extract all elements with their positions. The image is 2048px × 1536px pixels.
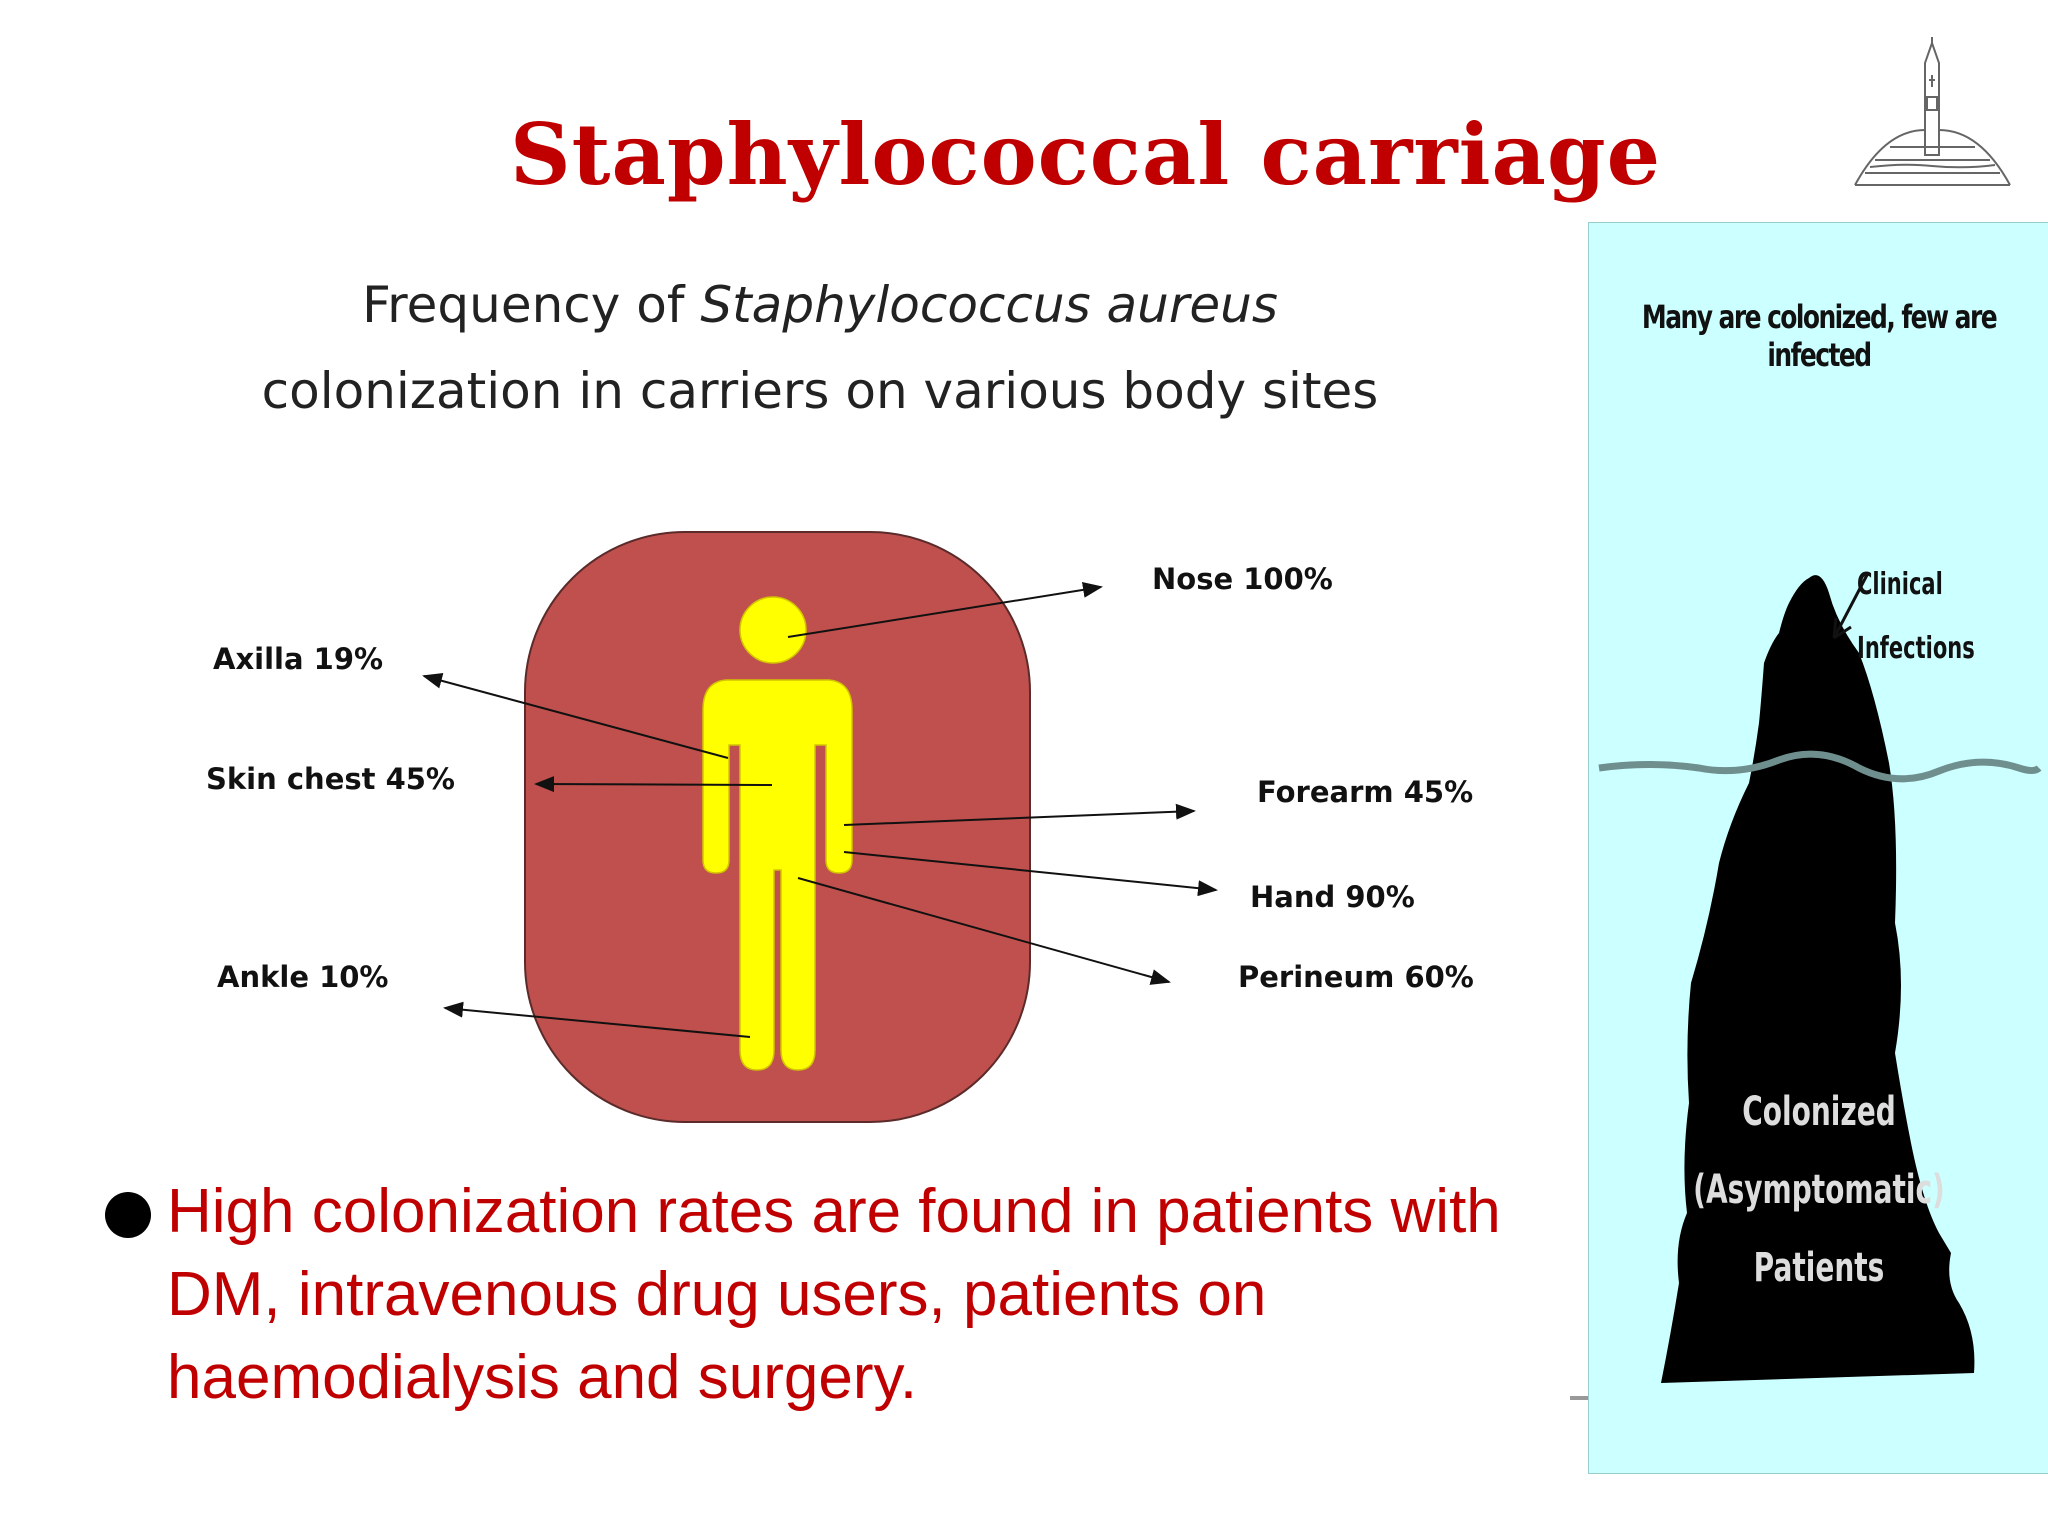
hand-label: Hand 90% <box>1250 880 1415 914</box>
colonized-label-line3: Patients <box>1753 1245 1885 1291</box>
colonized-label-line1: Colonized <box>1742 1089 1896 1135</box>
bullet-text: High colonization rates are found in pat… <box>167 1177 1501 1412</box>
bullet-icon <box>105 1192 151 1238</box>
university-seal-icon <box>1854 37 2011 186</box>
skin-chest-arrow <box>534 776 773 793</box>
figure-title-species: Staphylococcus aureus <box>700 276 1278 334</box>
colonized-label-line2: (Asymptomatic) <box>1693 1167 1945 1213</box>
forearm-arrow <box>843 803 1196 826</box>
iceberg-caption: Many are colonized, few are infected <box>1641 298 1998 374</box>
forearm-label: Forearm 45% <box>1257 775 1474 809</box>
figure-title-line1: Frequency of Staphylococcus aureus <box>220 262 1420 348</box>
clinical-infections-label: Clinical Infections <box>1857 553 1975 681</box>
divider <box>1570 1396 1590 1400</box>
nose-arrow <box>787 581 1103 638</box>
figure-title-line2: colonization in carriers on various body… <box>261 362 1379 420</box>
ankle-arrow <box>443 1001 751 1038</box>
ankle-label: Ankle 10% <box>217 960 389 994</box>
iceberg-icon <box>1661 575 1975 1383</box>
clinical-label-line2: Infections <box>1857 631 1975 666</box>
axilla-arrow <box>422 672 729 759</box>
slide-title: Staphylococcal carriage <box>510 105 1662 204</box>
iceberg-panel: Many are colonized, few are infected Cli… <box>1588 222 2048 1474</box>
perineum-label: Perineum 60% <box>1238 960 1474 994</box>
human-figure-icon <box>702 596 853 1071</box>
figure-title-prefix: Frequency of <box>362 276 701 334</box>
figure-title: Frequency of Staphylococcus aureus colon… <box>220 262 1420 434</box>
hand-arrow <box>843 851 1218 897</box>
water-line <box>1598 750 2042 783</box>
clinical-label-line1: Clinical <box>1857 567 1943 602</box>
perineum-arrow <box>797 877 1171 985</box>
bullet-point: High colonization rates are found in pat… <box>105 1170 1545 1419</box>
nose-label: Nose 100% <box>1152 562 1333 596</box>
skin-chest-label: Skin chest 45% <box>206 762 455 796</box>
clinical-arrow <box>1832 574 1869 640</box>
body-site-diagram: Nose 100% Axilla 19% Skin chest 45% Fore… <box>180 510 1520 1150</box>
colonized-patients-label: Colonized (Asymptomatic) Patients <box>1658 1073 1980 1307</box>
axilla-label: Axilla 19% <box>213 642 384 676</box>
